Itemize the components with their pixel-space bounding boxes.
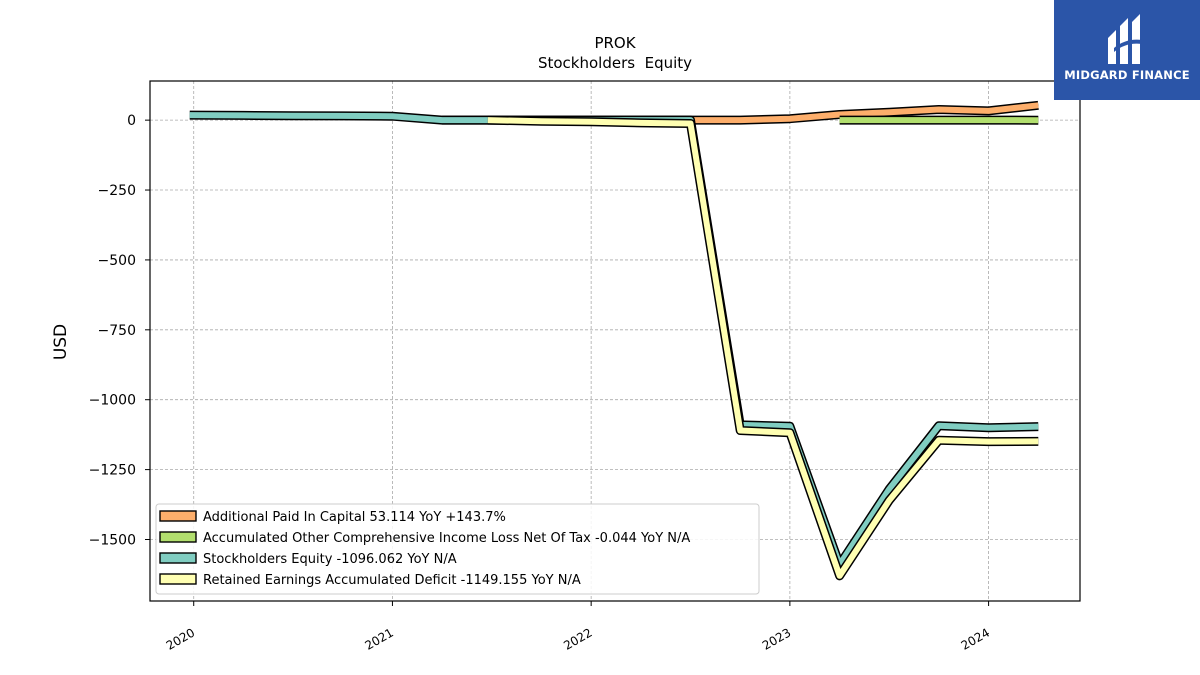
- y-tick-label: −500: [98, 253, 136, 269]
- x-tick-label: 2022: [561, 625, 594, 652]
- legend-label-2: Stockholders Equity -1096.062 YoY N/A: [203, 552, 457, 567]
- chart-title: PROK: [594, 34, 636, 52]
- x-tick-label: 2024: [959, 625, 992, 652]
- series-line-2: [189, 112, 1039, 568]
- legend-swatch-1: [159, 531, 197, 543]
- midgard-finance-logo: MIDGARD FINANCE: [1054, 0, 1200, 100]
- x-tick-label: 2020: [164, 625, 197, 652]
- series-line-3: [487, 117, 1039, 579]
- legend-label-3: Retained Earnings Accumulated Deficit -1…: [203, 573, 581, 588]
- x-tick-label: 2021: [362, 625, 395, 652]
- legend-swatch-2: [159, 552, 197, 564]
- logo-text: MIDGARD FINANCE: [1064, 68, 1190, 82]
- legend-box: [155, 503, 760, 595]
- x-tick-label: 2023: [760, 625, 793, 652]
- y-tick-label: −250: [98, 183, 136, 199]
- y-tick-label: −1000: [89, 393, 136, 409]
- legend-label-1: Accumulated Other Comprehensive Income L…: [203, 531, 690, 546]
- y-axis-label: USD: [51, 324, 71, 360]
- logo-mark-icon: [1108, 14, 1142, 64]
- y-tick-label: −1500: [89, 532, 136, 548]
- legend-swatch-0: [159, 510, 197, 522]
- legend: Additional Paid In Capital 53.114 YoY +1…: [155, 503, 760, 595]
- plot-frame: [149, 80, 1081, 602]
- legend-swatch-3: [159, 573, 197, 585]
- series-group: [189, 100, 1039, 581]
- y-tick-label: −1250: [89, 463, 136, 479]
- y-tick-label: 0: [127, 113, 136, 129]
- legend-label-0: Additional Paid In Capital 53.114 YoY +1…: [203, 510, 506, 525]
- series-outline-2: [189, 110, 1039, 570]
- chart-subtitle: Stockholders Equity: [538, 54, 692, 72]
- y-tick-label: −750: [98, 323, 136, 339]
